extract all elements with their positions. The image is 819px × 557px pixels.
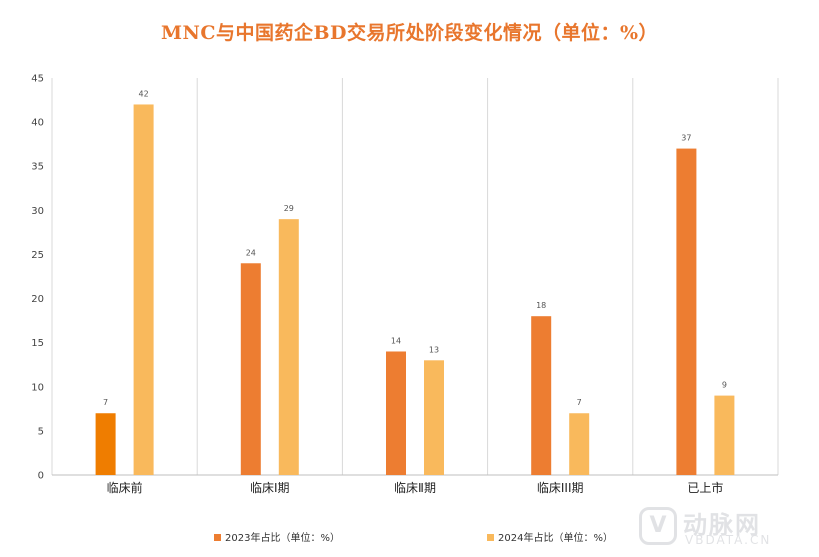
- watermark-logo: V 动脉网 VBDATA.CN: [639, 505, 809, 549]
- chart-title: MNC与中国药企BD交易所处阶段变化情况（单位：%）: [160, 22, 659, 44]
- bar: [676, 148, 697, 476]
- bar: [569, 413, 590, 475]
- bar: [95, 413, 116, 475]
- data-label: 9: [722, 381, 727, 390]
- legend-label: 2023年占比（单位：%）: [225, 531, 340, 544]
- legend: 2023年占比（单位：%） 2024年占比（单位：%）: [214, 531, 613, 544]
- bar: [240, 263, 261, 475]
- x-category-label: 临床前: [107, 480, 143, 495]
- y-tick-label: 30: [31, 206, 44, 217]
- y-tick-label: 40: [31, 118, 44, 129]
- y-tick-label: 25: [31, 250, 44, 261]
- bars: [95, 104, 735, 476]
- data-label: 7: [577, 398, 582, 407]
- data-label: 42: [139, 89, 149, 98]
- vb-logo-icon: V: [639, 507, 677, 545]
- data-label: 29: [284, 204, 294, 213]
- y-tick-label: 5: [38, 426, 44, 437]
- data-label: 37: [681, 134, 691, 143]
- x-category-label: 已上市: [687, 480, 723, 495]
- legend-swatch: [214, 534, 221, 541]
- y-tick-label: 0: [38, 471, 44, 482]
- y-tick-label: 10: [31, 382, 44, 393]
- bar: [531, 316, 552, 475]
- bar: [386, 351, 406, 475]
- axes: 0 5 10 15 20 25 30 35 40 45 临床前 临床Ⅰ期 临床Ⅱ期 临床III期 已上市: [31, 74, 778, 495]
- data-label: 24: [246, 248, 256, 257]
- legend-label: 2024年占比（单位：%）: [498, 531, 613, 544]
- bar: [133, 104, 154, 475]
- data-label: 13: [429, 345, 439, 354]
- y-tick-label: 45: [31, 74, 44, 85]
- x-category-label: 临床Ⅱ期: [394, 481, 436, 495]
- grid-lines: [51, 78, 779, 475]
- data-labels: 7 24 14 18 37 42 29 13 7 9: [103, 89, 727, 407]
- data-label: 14: [391, 336, 401, 345]
- y-tick-label: 20: [31, 294, 44, 305]
- x-category-label: 临床Ⅰ期: [250, 481, 290, 495]
- watermark-en-text: VBDATA.CN: [685, 533, 772, 547]
- x-category-label: 临床III期: [537, 481, 584, 495]
- y-tick-label: 35: [31, 162, 44, 173]
- bar: [424, 360, 444, 475]
- bar: [714, 395, 735, 475]
- y-tick-label: 15: [31, 338, 44, 349]
- watermark-cn-text: 动脉网: [683, 511, 761, 539]
- data-label: 18: [536, 301, 546, 310]
- legend-swatch: [487, 534, 494, 541]
- bar: [278, 219, 299, 475]
- data-label: 7: [103, 398, 108, 407]
